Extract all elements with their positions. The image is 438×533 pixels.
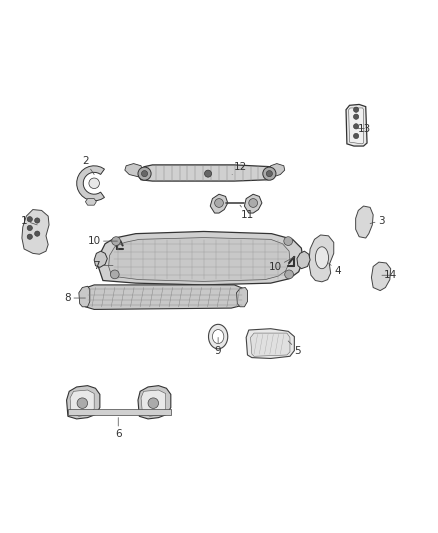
Polygon shape <box>246 329 294 359</box>
Text: 10: 10 <box>268 257 294 272</box>
Circle shape <box>205 170 212 177</box>
Circle shape <box>263 167 276 180</box>
Circle shape <box>266 171 272 177</box>
Text: 7: 7 <box>93 261 113 271</box>
Polygon shape <box>297 251 310 269</box>
Circle shape <box>110 270 119 279</box>
Polygon shape <box>371 262 391 290</box>
Polygon shape <box>309 235 334 282</box>
Polygon shape <box>138 165 275 181</box>
Text: 8: 8 <box>64 293 85 303</box>
Text: 5: 5 <box>288 341 301 356</box>
Ellipse shape <box>212 329 224 344</box>
Polygon shape <box>70 390 94 416</box>
Circle shape <box>284 237 293 246</box>
Circle shape <box>112 237 120 246</box>
Polygon shape <box>125 164 142 177</box>
Text: 6: 6 <box>115 418 122 439</box>
Ellipse shape <box>315 247 328 269</box>
Circle shape <box>353 114 359 119</box>
Polygon shape <box>109 238 290 281</box>
Text: 4: 4 <box>328 263 341 276</box>
Circle shape <box>353 133 359 139</box>
Circle shape <box>353 124 359 129</box>
Text: 11: 11 <box>240 205 254 220</box>
Polygon shape <box>349 108 364 144</box>
Polygon shape <box>141 390 166 416</box>
Circle shape <box>35 231 40 236</box>
Polygon shape <box>210 194 228 213</box>
Text: 12: 12 <box>232 161 247 174</box>
Polygon shape <box>79 286 90 307</box>
Text: 2: 2 <box>82 156 94 174</box>
Circle shape <box>77 398 88 408</box>
Polygon shape <box>356 206 373 238</box>
Text: 1: 1 <box>21 215 37 225</box>
Text: 14: 14 <box>382 270 397 280</box>
Circle shape <box>138 167 151 180</box>
Polygon shape <box>208 324 228 349</box>
Polygon shape <box>237 287 247 307</box>
Text: 9: 9 <box>215 337 222 356</box>
Polygon shape <box>68 409 171 415</box>
Polygon shape <box>82 285 246 310</box>
Polygon shape <box>85 199 96 205</box>
Text: 10: 10 <box>88 236 117 246</box>
Polygon shape <box>244 194 262 213</box>
Circle shape <box>353 107 359 112</box>
Polygon shape <box>346 104 367 146</box>
Circle shape <box>35 218 40 223</box>
Polygon shape <box>94 251 107 268</box>
Circle shape <box>249 199 258 207</box>
Circle shape <box>285 270 293 279</box>
Polygon shape <box>269 164 285 177</box>
Polygon shape <box>67 386 100 419</box>
Circle shape <box>148 398 159 408</box>
Circle shape <box>27 225 32 231</box>
Polygon shape <box>251 333 290 356</box>
Circle shape <box>89 178 99 189</box>
Polygon shape <box>22 209 49 254</box>
Polygon shape <box>77 166 105 201</box>
Text: 13: 13 <box>357 124 371 134</box>
Circle shape <box>141 171 148 177</box>
Polygon shape <box>138 386 171 419</box>
Polygon shape <box>99 231 303 285</box>
Circle shape <box>27 234 32 239</box>
Circle shape <box>27 216 32 222</box>
Circle shape <box>215 199 223 207</box>
Text: 3: 3 <box>370 215 385 225</box>
